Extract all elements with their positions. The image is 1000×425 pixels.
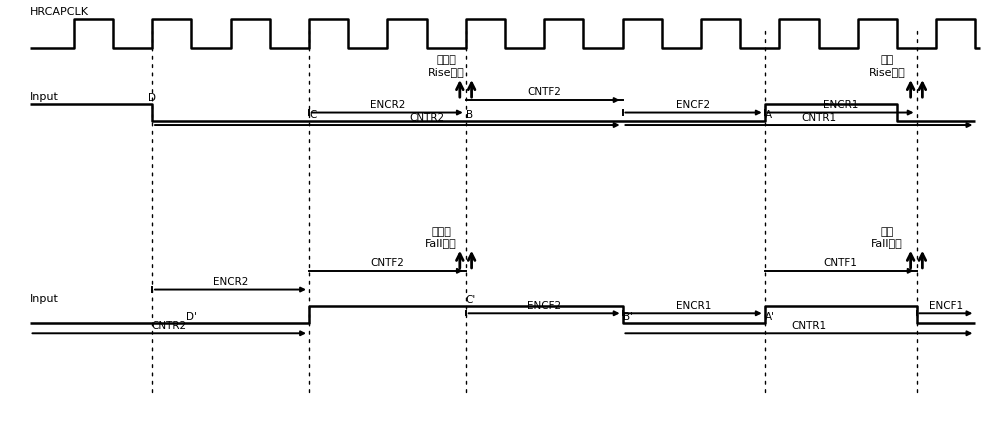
Text: CNTR2: CNTR2: [409, 113, 444, 122]
Text: ENCF2: ENCF2: [676, 100, 711, 110]
Text: 当前: 当前: [880, 55, 894, 65]
Text: CNTF2: CNTF2: [370, 258, 404, 268]
Text: D: D: [148, 93, 156, 103]
Text: B: B: [466, 110, 473, 119]
Text: Input: Input: [30, 294, 58, 304]
Text: ENCR2: ENCR2: [370, 100, 405, 110]
Text: C': C': [466, 295, 476, 305]
Text: CNTR1: CNTR1: [801, 113, 836, 122]
Text: ENCF1: ENCF1: [929, 301, 963, 311]
Text: D': D': [186, 312, 197, 322]
Text: ENCR1: ENCR1: [676, 301, 711, 311]
Text: Input: Input: [30, 92, 58, 102]
Text: B': B': [622, 312, 633, 322]
Text: ENCF2: ENCF2: [527, 301, 561, 311]
Text: ENCR1: ENCR1: [823, 100, 858, 110]
Text: A': A': [765, 312, 775, 322]
Text: 上一次: 上一次: [436, 55, 456, 65]
Text: 上一次: 上一次: [431, 227, 451, 238]
Text: Fall中断: Fall中断: [425, 238, 457, 248]
Text: Rise中断: Rise中断: [869, 67, 905, 77]
Text: CNTR1: CNTR1: [791, 321, 826, 331]
Text: ENCR2: ENCR2: [213, 277, 248, 287]
Text: HRCAPCLK: HRCAPCLK: [30, 7, 89, 17]
Text: Rise中断: Rise中断: [428, 67, 464, 77]
Text: CNTF1: CNTF1: [824, 258, 857, 268]
Text: Fall中断: Fall中断: [871, 238, 903, 248]
Text: CNTR2: CNTR2: [152, 321, 187, 331]
Text: C: C: [309, 110, 316, 119]
Text: CNTF2: CNTF2: [527, 87, 561, 97]
Text: A: A: [765, 110, 772, 119]
Text: 当前: 当前: [880, 227, 894, 238]
